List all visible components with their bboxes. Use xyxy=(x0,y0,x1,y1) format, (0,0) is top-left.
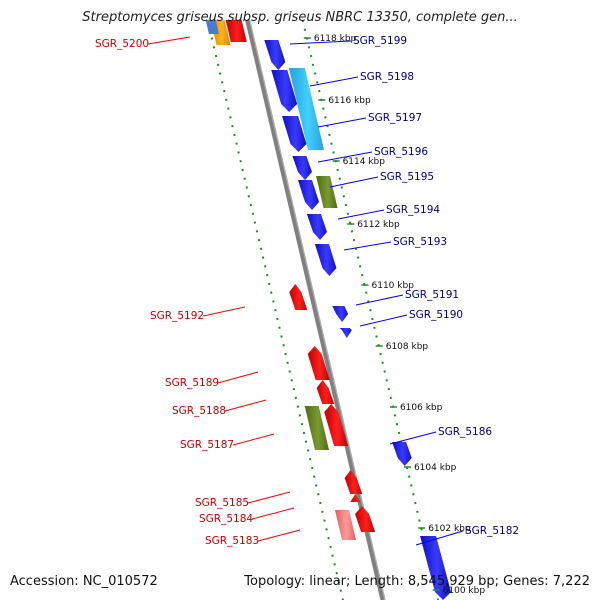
forward-dotted-track xyxy=(301,19,439,600)
gene-sgr5198-sky[interactable] xyxy=(288,68,324,150)
reverse-leader-line xyxy=(147,36,191,45)
kbp-tick-label: 6104 kbp xyxy=(414,463,457,473)
gene-sgr5187[interactable] xyxy=(324,404,349,446)
reverse-dotted-track xyxy=(206,19,344,600)
forward-leader-line xyxy=(329,176,379,188)
kbp-tick-label: 6110 kbp xyxy=(372,281,415,291)
gene-label-sgr5193[interactable]: SGR_5193 xyxy=(393,236,447,248)
reverse-leader-line xyxy=(202,306,246,317)
kbp-tick-label: 6102 kbp xyxy=(428,524,471,534)
gene-label-sgr5182[interactable]: SGR_5182 xyxy=(465,525,519,537)
forward-leader-line xyxy=(415,530,464,546)
gene-sgr5189[interactable] xyxy=(307,346,330,380)
gene-sgr5183[interactable] xyxy=(355,506,376,532)
kbp-tick-label: 6112 kbp xyxy=(357,220,400,230)
gene-sgr5192[interactable] xyxy=(289,284,308,310)
gene-sgr5198[interactable] xyxy=(271,70,298,112)
gene-label-sgr5188[interactable]: SGR_5188 xyxy=(172,405,226,417)
kbp-tick-label: 6116 kbp xyxy=(328,96,371,106)
gene-sgr5190[interactable] xyxy=(339,328,352,338)
gene-label-sgr5196[interactable]: SGR_5196 xyxy=(374,146,428,158)
forward-leader-line xyxy=(343,241,392,251)
gene-label-sgr5183[interactable]: SGR_5183 xyxy=(205,535,259,547)
gene-sgr5195[interactable] xyxy=(298,180,319,210)
reverse-leader-line xyxy=(217,371,259,384)
genome-backbone xyxy=(245,19,386,600)
reverse-leader-line xyxy=(257,529,301,542)
gene-sgr5195-olive[interactable] xyxy=(316,176,338,208)
forward-leader-line xyxy=(389,431,437,445)
gene-label-sgr5184[interactable]: SGR_5184 xyxy=(199,513,253,525)
forward-leader-line xyxy=(309,76,359,87)
gene-sgr5187-olive[interactable] xyxy=(304,406,329,450)
forward-leader-line xyxy=(359,314,408,327)
genome-backbone-highlight xyxy=(249,19,386,600)
gene-red-top[interactable] xyxy=(225,20,247,42)
reverse-leader-line xyxy=(232,433,275,446)
kbp-tick-label: 6106 kbp xyxy=(400,403,443,413)
gene-sgr5185[interactable] xyxy=(344,470,363,494)
gene-sgr5194[interactable] xyxy=(306,214,327,240)
forward-leader-line xyxy=(355,294,404,306)
gene-label-sgr5189[interactable]: SGR_5189 xyxy=(165,377,219,389)
genome-summary-text: Topology: linear; Length: 8,545,929 bp; … xyxy=(244,574,590,589)
gene-sgr5199[interactable] xyxy=(264,40,286,70)
kbp-tick-label: 6118 kbp xyxy=(314,34,357,44)
gene-label-sgr5194[interactable]: SGR_5194 xyxy=(386,204,440,216)
map-title: Streptomyces griseus subsp. griseus NBRC… xyxy=(82,10,518,25)
forward-leader-line xyxy=(337,209,385,220)
gene-blue-top-left[interactable] xyxy=(205,20,219,34)
gene-sgr5183-pink[interactable] xyxy=(335,510,356,540)
gene-label-sgr5198[interactable]: SGR_5198 xyxy=(360,71,414,83)
gene-sgr5197[interactable] xyxy=(282,116,307,152)
gene-label-sgr5200[interactable]: SGR_5200 xyxy=(95,38,149,50)
gene-sgr5196[interactable] xyxy=(292,156,312,180)
gene-label-sgr5186[interactable]: SGR_5186 xyxy=(438,426,492,438)
gene-sgr5191[interactable] xyxy=(332,306,349,322)
kbp-tick-label: 6108 kbp xyxy=(386,342,429,352)
reverse-leader-line xyxy=(251,507,295,520)
kbp-tick-label: 6100 kbp xyxy=(443,586,486,596)
reverse-leader-line xyxy=(224,399,267,412)
gene-label-sgr5190[interactable]: SGR_5190 xyxy=(409,309,463,321)
forward-leader-line xyxy=(317,151,373,163)
gene-sgr5182[interactable] xyxy=(420,536,451,600)
gene-label-sgr5187[interactable]: SGR_5187 xyxy=(180,439,234,451)
gene-label-sgr5197[interactable]: SGR_5197 xyxy=(368,112,422,124)
gene-label-sgr5185[interactable]: SGR_5185 xyxy=(195,497,249,509)
reverse-leader-line xyxy=(247,491,291,504)
accession-text: Accession: NC_010572 xyxy=(10,574,158,589)
forward-leader-line xyxy=(317,117,367,128)
gene-sgr5188[interactable] xyxy=(316,380,335,404)
kbp-tick-label: 6114 kbp xyxy=(343,157,386,167)
gene-sgr5184[interactable] xyxy=(350,494,363,502)
gene-sgr5193[interactable] xyxy=(314,244,337,276)
gene-label-sgr5195[interactable]: SGR_5195 xyxy=(380,171,434,183)
gene-label-sgr5191[interactable]: SGR_5191 xyxy=(405,289,459,301)
gene-sgr5186[interactable] xyxy=(392,442,412,466)
gene-label-sgr5192[interactable]: SGR_5192 xyxy=(150,310,204,322)
gene-label-sgr5199[interactable]: SGR_5199 xyxy=(353,35,407,47)
forward-leader-line xyxy=(289,40,352,45)
